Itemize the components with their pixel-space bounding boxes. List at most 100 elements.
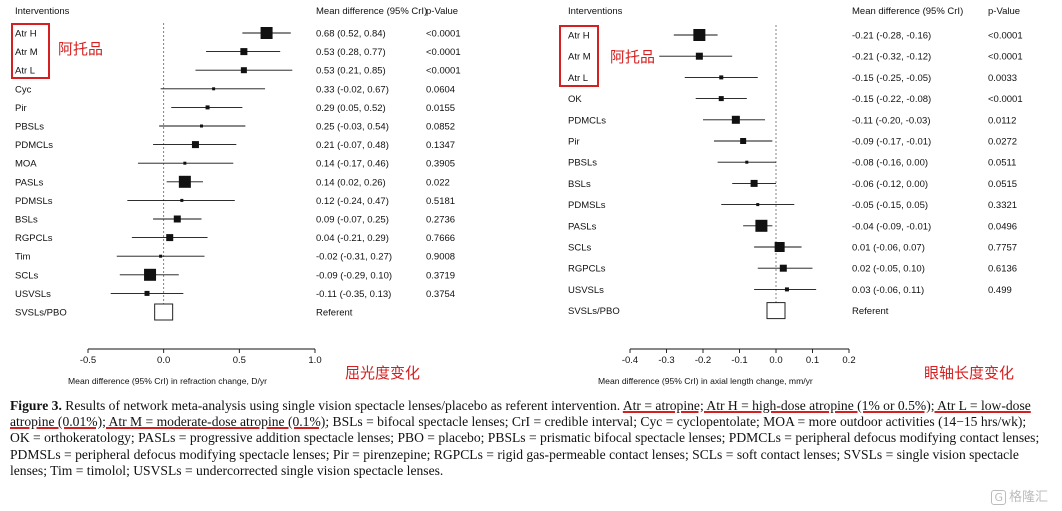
x-tick-label: 0.0 [769,355,782,366]
row-p-value: <0.0001 [988,52,1023,63]
x-tick-label: 1.0 [308,355,321,366]
row-ci-text: -0.09 (-0.29, 0.10) [316,270,392,281]
row-p-value: 0.0852 [426,122,455,133]
row-p-value: 0.0033 [988,73,1017,84]
estimate-marker [719,75,724,80]
row-p-value: <0.0001 [988,94,1023,105]
x-tick-label: -0.2 [695,355,711,366]
row-ci-text: Referent [316,308,353,319]
row-p-value: 0.499 [988,285,1012,296]
row-ci-text: -0.05 (-0.15, 0.05) [852,200,928,211]
row-label: PDMCLs [15,140,53,151]
row-p-value: 0.0511 [988,158,1016,169]
estimate-marker [731,115,740,124]
x-tick-label: -0.1 [731,355,747,366]
row-ci-text: 0.14 (0.02, 0.26) [316,177,386,188]
row-p-value: <0.0001 [426,47,461,58]
row-ci-text: -0.21 (-0.32, -0.12) [852,52,931,63]
row-p-value: 0.5181 [426,196,455,207]
row-ci-text: -0.04 (-0.09, -0.01) [852,221,931,232]
referent-marker [154,303,174,321]
row-label: Tim [15,252,31,263]
row-p-value: 0.0112 [988,115,1016,126]
estimate-marker [180,198,184,202]
row-ci-text: 0.02 (-0.05, 0.10) [852,264,925,275]
figure-caption: Figure 3. Results of network meta-analys… [10,398,1042,479]
estimate-marker [205,105,210,110]
row-ci-text: -0.11 (-0.20, -0.03) [852,115,931,126]
row-ci-text: 0.29 (0.05, 0.52) [316,103,386,114]
row-ci-text: 0.68 (0.52, 0.84) [316,29,386,40]
row-p-value: 0.6136 [988,264,1017,275]
row-p-value: 0.7666 [426,233,455,244]
row-ci-text: Referent [852,306,889,317]
row-ci-text: -0.21 (-0.28, -0.16) [852,31,931,42]
estimate-marker [745,160,749,164]
row-p-value: 0.022 [426,177,450,188]
estimate-marker [183,161,187,165]
header-mean-difference: Mean difference (95% CrI) [316,6,427,17]
row-label: Cyc [15,84,32,95]
atropine-highlight-box [11,23,50,79]
estimate-marker [159,254,163,258]
row-label: Atr L [15,66,35,77]
header-mean-difference: Mean difference (95% CrI) [852,6,963,17]
row-p-value: 0.0272 [988,137,1017,148]
row-ci-text: 0.09 (-0.07, 0.25) [316,215,389,226]
row-label: Atr H [15,29,37,40]
estimate-marker [144,268,157,281]
row-label: Pir [15,103,27,114]
row-p-value: 0.0515 [988,179,1017,190]
row-ci-text: 0.25 (-0.03, 0.54) [316,122,389,133]
watermark-text: 格隆汇 [1008,490,1048,505]
row-ci-text: -0.09 (-0.17, -0.01) [852,137,931,148]
estimate-marker [260,27,273,39]
estimate-marker [750,179,758,187]
row-ci-text: -0.15 (-0.22, -0.08) [852,94,931,105]
row-label: OK [568,94,582,105]
row-label: RGPCLs [15,233,53,244]
caption-rest: ; BSLs = bifocal spectacle lenses; CrI =… [10,414,1040,478]
row-ci-text: 0.21 (-0.07, 0.48) [316,140,389,151]
estimate-marker [756,203,760,207]
row-p-value: 0.3719 [426,270,455,281]
estimate-marker [240,67,247,74]
header-p-value: p-Value [988,6,1020,17]
row-ci-text: 0.03 (-0.06, 0.11) [852,285,924,296]
row-label: MOA [15,159,37,170]
row-p-value: 0.3754 [426,289,455,300]
estimate-marker [755,219,768,232]
estimate-marker [740,138,747,144]
row-ci-text: 0.14 (-0.17, 0.46) [316,159,389,170]
row-p-value: <0.0001 [426,29,461,40]
row-p-value: 0.0496 [988,221,1017,232]
estimate-marker [178,175,191,188]
estimate-marker [144,290,150,296]
row-ci-text: -0.11 (-0.35, 0.13) [316,289,391,300]
row-label: BSLs [568,179,591,190]
row-ci-text: -0.08 (-0.16, 0.00) [852,158,928,169]
row-p-value: 0.3321 [988,200,1017,211]
header-p-value: p-Value [426,6,458,17]
estimate-marker [774,242,785,252]
watermark-logo-icon: G [991,490,1006,505]
row-ci-text: -0.06 (-0.12, 0.00) [852,179,928,190]
row-label: Atr M [568,52,591,63]
atropine-group-label: 阿托品 [610,48,655,66]
caption-underlined: Atr = atropine; Atr H = high-dose atropi… [10,398,1031,430]
x-tick-label: 0.1 [806,355,819,366]
row-label: SVSLs/PBO [568,306,620,317]
forest-plot-figure: Interventions Mean difference (95% CrI)p-… [11,6,1023,386]
row-p-value: 0.0604 [426,84,455,95]
row-label: USVSLs [568,285,604,296]
panel-annotation: 眼轴长度变化 [924,364,1014,382]
header-interventions: Interventions [568,6,623,17]
row-ci-text: 0.53 (0.28, 0.77) [316,47,386,58]
row-label: SCLs [568,243,591,254]
row-label: PDMSLs [568,200,606,211]
row-label: PBSLs [568,158,597,169]
row-label: PDMSLs [15,196,53,207]
x-axis-label: Mean difference (95% CrI) in axial lengt… [598,376,813,386]
row-ci-text: -0.15 (-0.25, -0.05) [852,73,931,84]
figure-label: Figure 3. [10,398,62,413]
